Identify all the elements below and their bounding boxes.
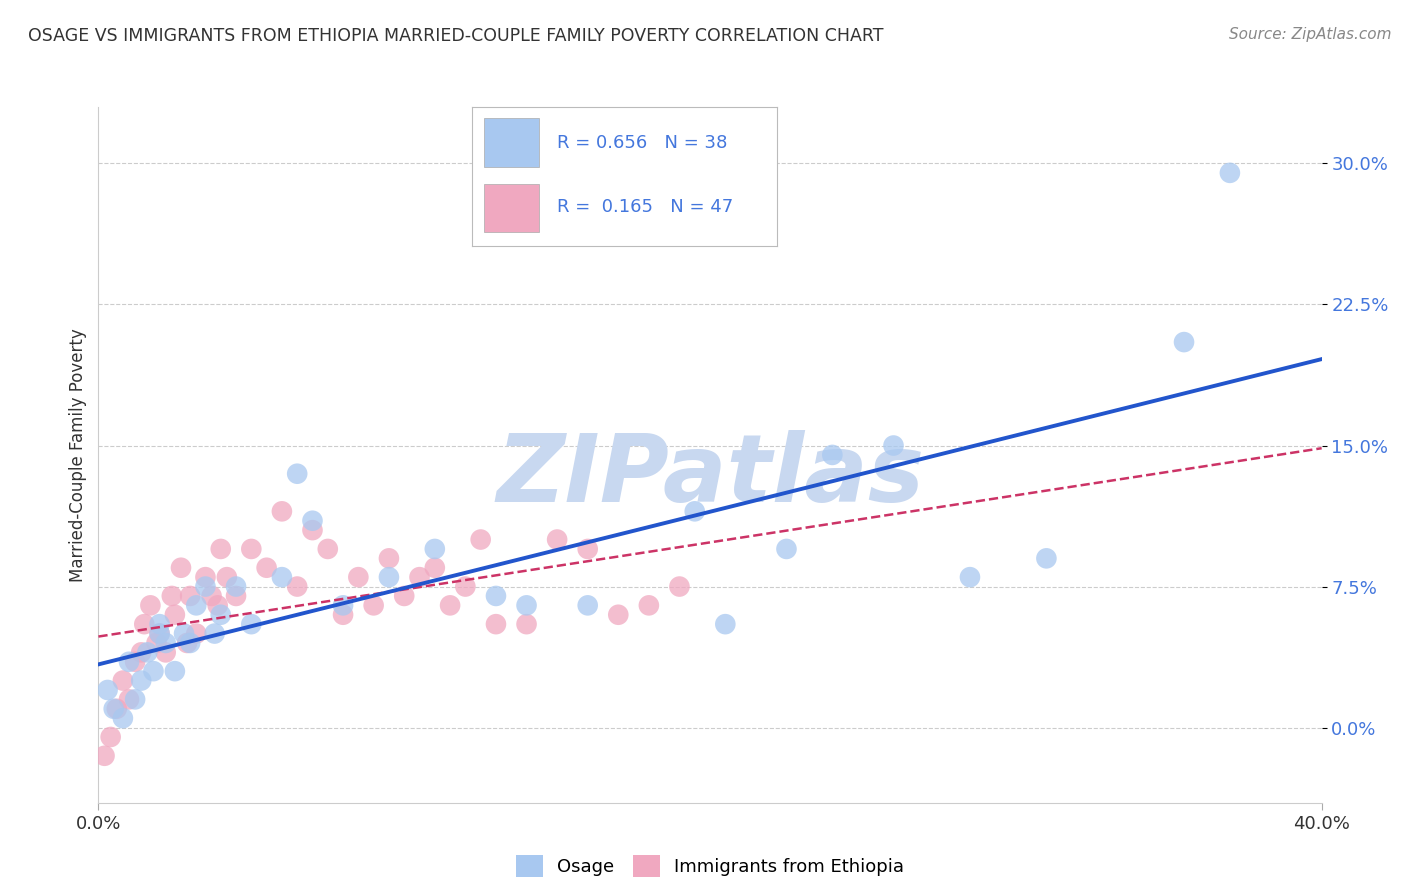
Point <box>423 541 446 556</box>
Point <box>683 504 706 518</box>
Point <box>176 636 198 650</box>
Point <box>118 655 141 669</box>
Point <box>155 636 177 650</box>
Point <box>454 580 477 594</box>
Point <box>1173 335 1195 350</box>
Point <box>118 692 141 706</box>
Point <box>270 570 294 584</box>
Point <box>332 599 354 613</box>
Point <box>209 541 232 556</box>
Point <box>160 589 183 603</box>
Point <box>439 599 461 613</box>
Point <box>209 607 232 622</box>
Point <box>149 626 172 640</box>
Point <box>111 711 134 725</box>
Point <box>516 599 538 613</box>
Point <box>200 589 222 603</box>
Y-axis label: Married-Couple Family Poverty: Married-Couple Family Poverty <box>69 328 87 582</box>
Point <box>285 467 308 481</box>
Point <box>105 702 128 716</box>
Point <box>408 570 430 584</box>
Point <box>136 645 159 659</box>
Point <box>668 580 690 594</box>
Point <box>93 748 115 763</box>
Point <box>485 617 508 632</box>
Point <box>163 607 186 622</box>
Point <box>155 645 177 659</box>
Point <box>883 438 905 452</box>
Point <box>485 589 508 603</box>
Point <box>240 617 263 632</box>
Point <box>111 673 134 688</box>
Point <box>170 560 193 574</box>
Point <box>129 645 152 659</box>
Point <box>179 636 201 650</box>
Point <box>100 730 122 744</box>
Point <box>821 448 844 462</box>
Point <box>256 560 278 574</box>
Point <box>194 580 217 594</box>
Point <box>186 599 208 613</box>
Point <box>470 533 492 547</box>
Point <box>347 570 370 584</box>
Legend: Osage, Immigrants from Ethiopia: Osage, Immigrants from Ethiopia <box>509 847 911 884</box>
Point <box>194 570 217 584</box>
Point <box>149 626 172 640</box>
Point <box>97 683 120 698</box>
Point <box>240 541 263 556</box>
Point <box>301 523 323 537</box>
Point <box>215 570 238 584</box>
Point <box>607 607 630 622</box>
Point <box>775 541 797 556</box>
Text: Source: ZipAtlas.com: Source: ZipAtlas.com <box>1229 27 1392 42</box>
Point <box>179 589 201 603</box>
Point <box>149 617 172 632</box>
Point <box>129 673 152 688</box>
Point <box>207 599 229 613</box>
Text: OSAGE VS IMMIGRANTS FROM ETHIOPIA MARRIED-COUPLE FAMILY POVERTY CORRELATION CHAR: OSAGE VS IMMIGRANTS FROM ETHIOPIA MARRIE… <box>28 27 883 45</box>
Point <box>378 570 401 584</box>
Point <box>516 617 538 632</box>
Point <box>576 599 599 613</box>
Text: ZIPatlas: ZIPatlas <box>496 430 924 522</box>
Point <box>204 626 226 640</box>
Point <box>124 692 146 706</box>
Point <box>576 541 599 556</box>
Point <box>546 533 568 547</box>
Point <box>316 541 339 556</box>
Point <box>1219 166 1241 180</box>
Point <box>285 580 308 594</box>
Point <box>225 580 247 594</box>
Point <box>392 589 416 603</box>
Point <box>173 626 195 640</box>
Point <box>124 655 146 669</box>
Point <box>423 560 446 574</box>
Point <box>163 664 186 678</box>
Point <box>1035 551 1057 566</box>
Point <box>142 664 165 678</box>
Point <box>714 617 737 632</box>
Point <box>332 607 354 622</box>
Point <box>225 589 247 603</box>
Point <box>959 570 981 584</box>
Point <box>637 599 661 613</box>
Point <box>378 551 401 566</box>
Point <box>134 617 156 632</box>
Point <box>103 702 125 716</box>
Point <box>186 626 208 640</box>
Point <box>145 636 167 650</box>
Point <box>139 599 162 613</box>
Point <box>301 514 323 528</box>
Point <box>363 599 385 613</box>
Point <box>270 504 294 518</box>
